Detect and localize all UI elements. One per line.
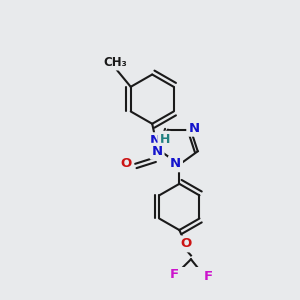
Text: N: N (170, 157, 181, 170)
Text: F: F (169, 268, 178, 281)
Text: O: O (180, 237, 191, 250)
Text: N: N (188, 122, 200, 135)
Text: CH₃: CH₃ (103, 56, 127, 69)
Text: N: N (150, 134, 161, 147)
Text: N: N (152, 145, 163, 158)
Text: F: F (204, 270, 213, 283)
Text: O: O (120, 157, 131, 169)
Text: H: H (159, 133, 170, 146)
